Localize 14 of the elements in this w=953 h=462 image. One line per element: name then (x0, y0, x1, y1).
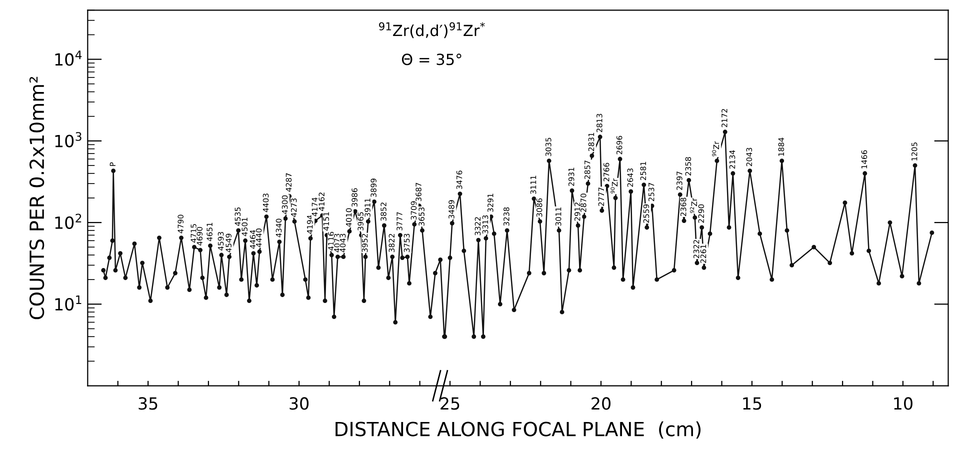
x-axis-title: DISTANCE ALONG FOCAL PLANE (cm) (336, 421, 701, 439)
y-tick-label: 10$^{2}$ (55, 214, 82, 229)
x-tick-label: 35 (138, 397, 158, 410)
y-axis-title: COUNTS PER 0.2x10mm² (29, 76, 44, 320)
x-tick-label: 20 (592, 397, 610, 410)
x-tick-label: 25 (440, 397, 460, 410)
x-tick-label: 10 (894, 397, 912, 410)
y-tick-label: 10$^{1}$ (55, 295, 82, 311)
y-tick-label: 10$^{3}$ (55, 132, 82, 148)
text: Θ = 35° (402, 54, 462, 66)
text: $^{91}$Zr(d,d′)$^{91}$Zr$^{*}$ (379, 22, 485, 38)
x-tick-label: 15 (743, 397, 762, 410)
y-tick-label: 10$^{4}$ (55, 50, 82, 66)
x-tick-label: 30 (290, 397, 309, 410)
